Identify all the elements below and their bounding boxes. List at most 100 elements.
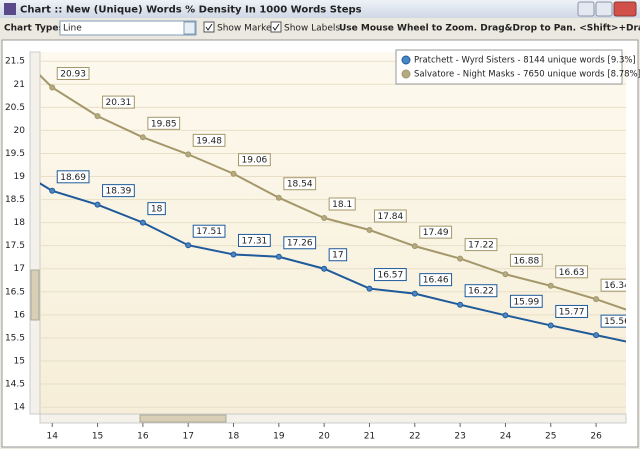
marker (321, 215, 328, 222)
markers-checkbox[interactable] (203, 21, 215, 33)
plot: 18.69 18.39 18 17.51 17.31 17.26 17 16.57 16.46 1… (40, 60, 630, 408)
data-label: 16.57 (377, 271, 403, 281)
marker (139, 219, 146, 226)
x-tick-label: 17 (182, 432, 193, 442)
x-tick-label: 22 (409, 432, 420, 442)
maximize-button[interactable] (595, 1, 613, 17)
label-box (509, 294, 543, 308)
chart-type-value: Line (63, 24, 82, 34)
label-box (555, 304, 589, 318)
marker (94, 201, 101, 208)
x-tick-label: 25 (545, 432, 556, 442)
marker (185, 151, 192, 158)
x-tick-label: 15 (92, 432, 103, 442)
chart-types-label: Chart Types: (4, 24, 67, 34)
x-tick-label: 21 (364, 432, 375, 442)
data-label: 18.1 (332, 200, 352, 210)
x-tick-label: 20 (318, 432, 330, 442)
y-tick-label: 16 (14, 310, 26, 320)
app-icon (4, 3, 16, 15)
data-label: 18 (151, 205, 163, 215)
y-tick-label: 14.5 (5, 380, 25, 390)
marker (547, 282, 554, 289)
y-tick-label: 21 (14, 80, 25, 90)
label-box (102, 95, 135, 109)
marker (411, 243, 418, 250)
data-label: 18.39 (106, 187, 132, 197)
data-label: 17.22 (468, 241, 494, 251)
label-box (283, 236, 317, 250)
h-scrollbar[interactable] (39, 413, 627, 424)
marker (457, 301, 464, 308)
label-box (464, 284, 498, 298)
label-box (509, 253, 543, 267)
y-tick-label: 17.5 (5, 241, 25, 251)
data-label: 16.22 (468, 287, 494, 297)
show-markers-label: Show Markers (217, 24, 280, 34)
close-button[interactable] (613, 1, 637, 17)
data-label: 16.88 (513, 256, 539, 266)
label-box (238, 153, 271, 167)
label-box (102, 184, 135, 198)
data-label: 15.99 (513, 297, 539, 307)
data-label: 18.54 (287, 180, 313, 190)
data-label: 17.51 (196, 227, 222, 237)
x-tick-label: 26 (590, 432, 602, 442)
minimize-button[interactable] (577, 1, 595, 17)
label-box (328, 248, 348, 262)
label-box (373, 268, 407, 282)
y-tick-label: 20.5 (5, 103, 25, 113)
marker (593, 296, 600, 303)
y-tick-label: 19 (14, 172, 26, 182)
marker (411, 290, 418, 297)
label-box (600, 278, 626, 292)
v-scrollbar[interactable] (29, 51, 41, 415)
x-tick-label: 19 (273, 432, 285, 442)
label-box (56, 67, 90, 81)
data-label: 19.48 (196, 136, 222, 146)
show-labels-label: Show Labels (284, 24, 340, 34)
marker (49, 84, 56, 91)
legend-box (395, 49, 623, 85)
marker (502, 312, 509, 319)
chart-type-select[interactable] (59, 20, 197, 36)
check (272, 23, 280, 31)
marker (275, 194, 282, 201)
x-tick-label: 24 (500, 432, 512, 442)
labels-checkbox[interactable] (270, 21, 282, 33)
marker (547, 322, 554, 329)
check (205, 23, 213, 31)
hint-text: Use Mouse Wheel to Zoom. Drag&Drop to Pa… (339, 24, 640, 34)
label-box (56, 170, 90, 184)
y-tick-label: 16.5 (5, 287, 25, 297)
marker (502, 271, 509, 278)
label-box (600, 314, 626, 328)
legend-swatch (401, 69, 411, 79)
data-label: 17.26 (287, 239, 313, 249)
data-label: 20.93 (60, 70, 86, 80)
y-tick-label: 15 (14, 356, 25, 366)
legend-label: Salvatore - Night Masks - 7650 unique wo… (414, 70, 640, 80)
data-label: 17.31 (242, 236, 268, 246)
label-box (147, 116, 181, 130)
marker (366, 227, 373, 234)
label-box (373, 209, 407, 223)
data-label: 20.31 (106, 98, 132, 108)
marker (139, 134, 146, 141)
data-label: 16.34 (604, 281, 630, 291)
dropdown-arrow[interactable] (183, 21, 196, 35)
x-tick-label: 14 (47, 432, 59, 442)
marker (230, 251, 237, 258)
label-box (192, 224, 226, 238)
data-label: 17.84 (377, 212, 403, 222)
label-box (419, 225, 453, 239)
h-scroll-thumb[interactable] (139, 414, 227, 423)
data-label: 15.77 (559, 307, 585, 317)
label-box (283, 177, 317, 191)
label-box (192, 133, 226, 147)
y-tick-label: 18 (14, 218, 26, 228)
title-bar (0, 0, 640, 18)
data-label: 15.56 (604, 317, 630, 327)
v-scroll-thumb[interactable] (30, 269, 40, 321)
